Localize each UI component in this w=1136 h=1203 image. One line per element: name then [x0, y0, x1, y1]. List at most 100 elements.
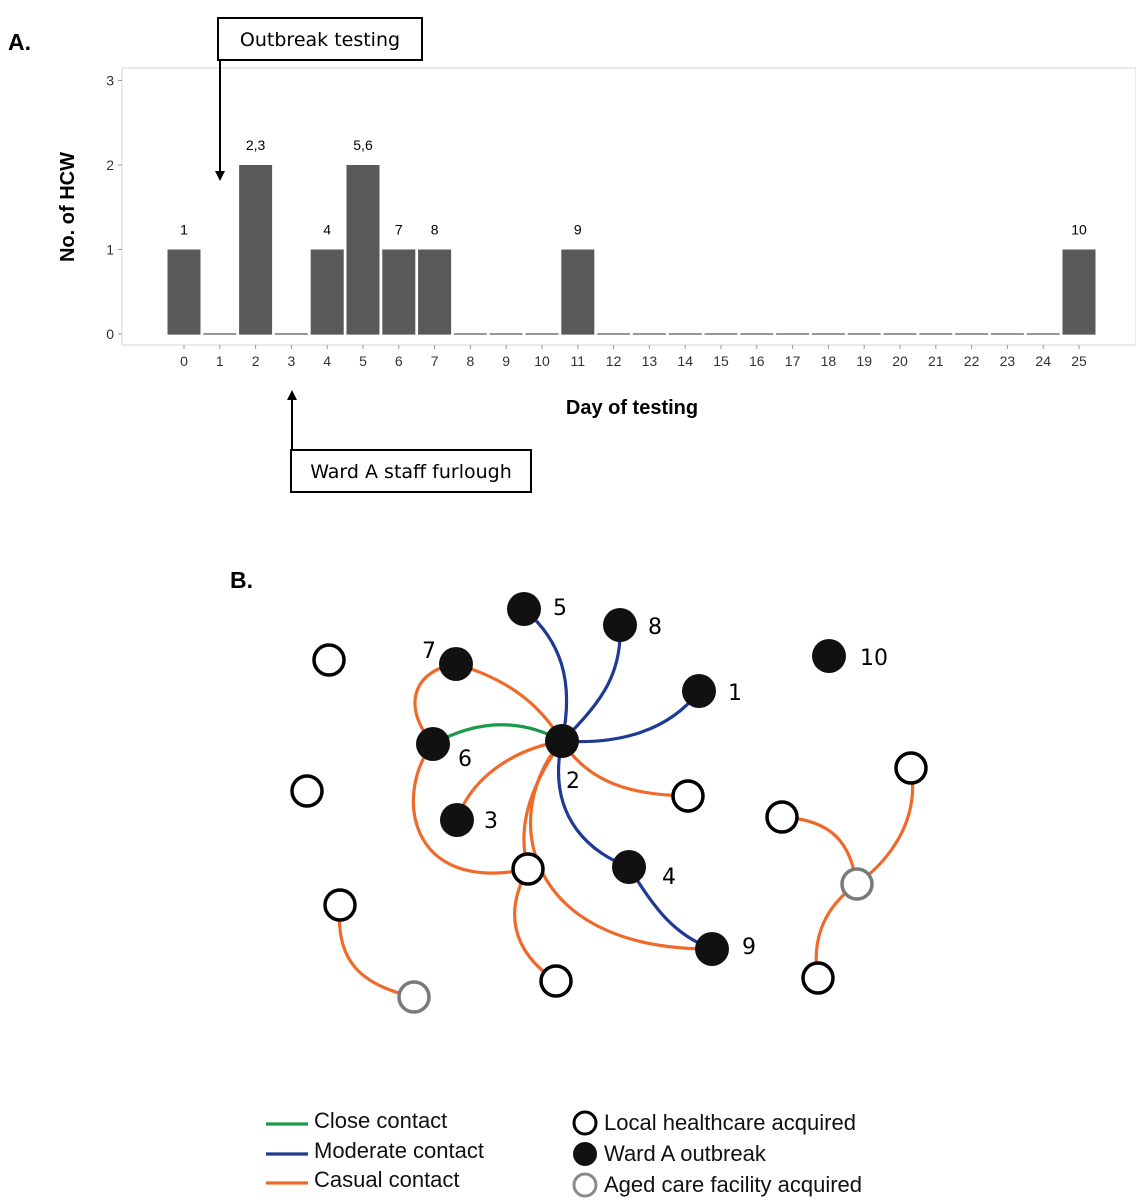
local-healthcare-legend-icon	[572, 1110, 598, 1136]
x-tick-label: 9	[502, 353, 510, 369]
x-axis: 0 1 2 3 4 5 6 7 8 9 10 11 12 13 14 15 16 17 18 19 20 21 22 23 24…	[180, 345, 1087, 369]
bar-day-25	[1062, 249, 1096, 334]
outbreak-node-8	[603, 608, 637, 642]
contact-network: 1 2 3 4 5 6 7 8 9 10	[290, 592, 928, 1014]
x-tick-label: 5	[359, 353, 367, 369]
node-label-4: 4	[662, 865, 676, 890]
x-tick-label: 20	[892, 353, 908, 369]
local-healthcare-node	[323, 888, 357, 922]
outbreak-node-1	[682, 674, 716, 708]
close-contact-label: Close contact	[314, 1108, 447, 1133]
outbreak-testing-label: Outbreak testing	[240, 29, 400, 51]
outbreak-node-5	[507, 592, 541, 626]
x-tick-label: 24	[1035, 353, 1051, 369]
y-tick-label: 0	[106, 326, 114, 342]
furlough-label: Ward A staff furlough	[310, 461, 512, 483]
outbreak-node-9	[695, 932, 729, 966]
bar-day-4	[310, 249, 344, 334]
x-tick-label: 21	[928, 353, 944, 369]
bar-value-label: 4	[323, 222, 331, 238]
outbreak-node-7	[439, 647, 473, 681]
x-tick-label: 3	[288, 353, 296, 369]
node-label-2: 2	[566, 769, 580, 794]
local-healthcare-node	[312, 643, 346, 677]
bar-day-11	[561, 249, 595, 334]
local-healthcare-node	[801, 961, 835, 995]
furlough-box	[290, 449, 532, 493]
ward-a-legend-label: Ward A outbreak	[604, 1141, 767, 1166]
casual-contact-label: Casual contact	[314, 1167, 460, 1192]
legend-nodes: Local healthcare acquired Ward A outbrea…	[572, 1110, 862, 1198]
edge-2-6-close	[431, 723, 564, 746]
x-tick-label: 8	[467, 353, 475, 369]
edge-2-5-moderate	[522, 607, 569, 743]
y-tick-label: 2	[106, 157, 114, 173]
panel-b-label: B.	[230, 567, 253, 593]
plot-frame	[121, 67, 1136, 346]
bar-day-6	[382, 249, 416, 334]
legend: Close contact Moderate contact Casual co…	[266, 1108, 862, 1198]
local-healthcare-node	[671, 779, 705, 813]
x-tick-label: 17	[785, 353, 801, 369]
x-tick-label: 15	[713, 353, 729, 369]
outbreak-node-10	[812, 639, 846, 673]
x-tick-label: 10	[534, 353, 550, 369]
aged-care-legend-icon	[572, 1172, 598, 1198]
x-tick-label: 12	[606, 353, 622, 369]
x-axis-title: Day of testing	[566, 397, 698, 419]
y-axis: 0 1 2 3	[106, 73, 122, 342]
x-tick-label: 2	[252, 353, 260, 369]
x-tick-label: 22	[964, 353, 980, 369]
node-label-10: 10	[860, 646, 888, 671]
outbreak-testing-box	[217, 17, 423, 61]
bar-value-label: 2,3	[246, 137, 266, 153]
bar-value-label: 5,6	[353, 137, 373, 153]
x-tick-label: 14	[677, 353, 693, 369]
outbreak-testing-annotation: Outbreak testing	[215, 17, 423, 181]
x-tick-label: 18	[821, 353, 837, 369]
network-nodes	[290, 592, 928, 1014]
legend-edges: Close contact Moderate contact Casual co…	[266, 1108, 484, 1192]
node-label-6: 6	[458, 747, 472, 772]
edge-6-local-casual	[411, 742, 530, 875]
local-healthcare-node	[539, 964, 573, 998]
local-healthcare-legend-label: Local healthcare acquired	[604, 1110, 856, 1135]
edge-local-aged-left-casual	[337, 903, 416, 999]
x-tick-label: 23	[1000, 353, 1016, 369]
bar-value-label: 1	[180, 222, 188, 238]
x-tick-label: 11	[571, 353, 586, 369]
moderate-contact-label: Moderate contact	[314, 1138, 484, 1163]
edge-2-4-moderate	[556, 739, 631, 869]
node-label-9: 9	[742, 935, 756, 960]
edge-2-1-moderate	[560, 689, 701, 744]
node-label-5: 5	[553, 596, 567, 621]
node-label-3: 3	[484, 809, 498, 834]
node-label-1: 1	[728, 681, 742, 706]
y-tick-label: 1	[106, 242, 114, 258]
x-tick-label: 4	[323, 353, 331, 369]
x-tick-label: 19	[856, 353, 872, 369]
x-tick-label: 0	[180, 353, 188, 369]
bar-day-2	[239, 165, 273, 334]
edge-local-aged-right-2-casual	[855, 766, 915, 886]
y-axis-title: No. of HCW	[57, 152, 79, 262]
edge-2-local-casual	[560, 739, 690, 798]
local-healthcare-node	[511, 852, 545, 886]
x-tick-label: 1	[216, 353, 224, 369]
aged-care-legend-label: Aged care facility acquired	[604, 1172, 862, 1197]
node-label-8: 8	[648, 615, 662, 640]
ward-a-legend-icon	[573, 1142, 597, 1166]
x-tick-label: 13	[642, 353, 658, 369]
x-tick-label: 7	[431, 353, 439, 369]
local-healthcare-node	[290, 774, 324, 808]
outbreak-node-3	[440, 803, 474, 837]
node-label-7: 7	[422, 639, 436, 664]
local-healthcare-node	[765, 800, 799, 834]
bar-day-7	[418, 249, 452, 334]
edge-2-local-lower-casual	[522, 739, 564, 871]
panel-a-label: A.	[8, 29, 31, 55]
edge-2-3-casual	[455, 739, 564, 822]
